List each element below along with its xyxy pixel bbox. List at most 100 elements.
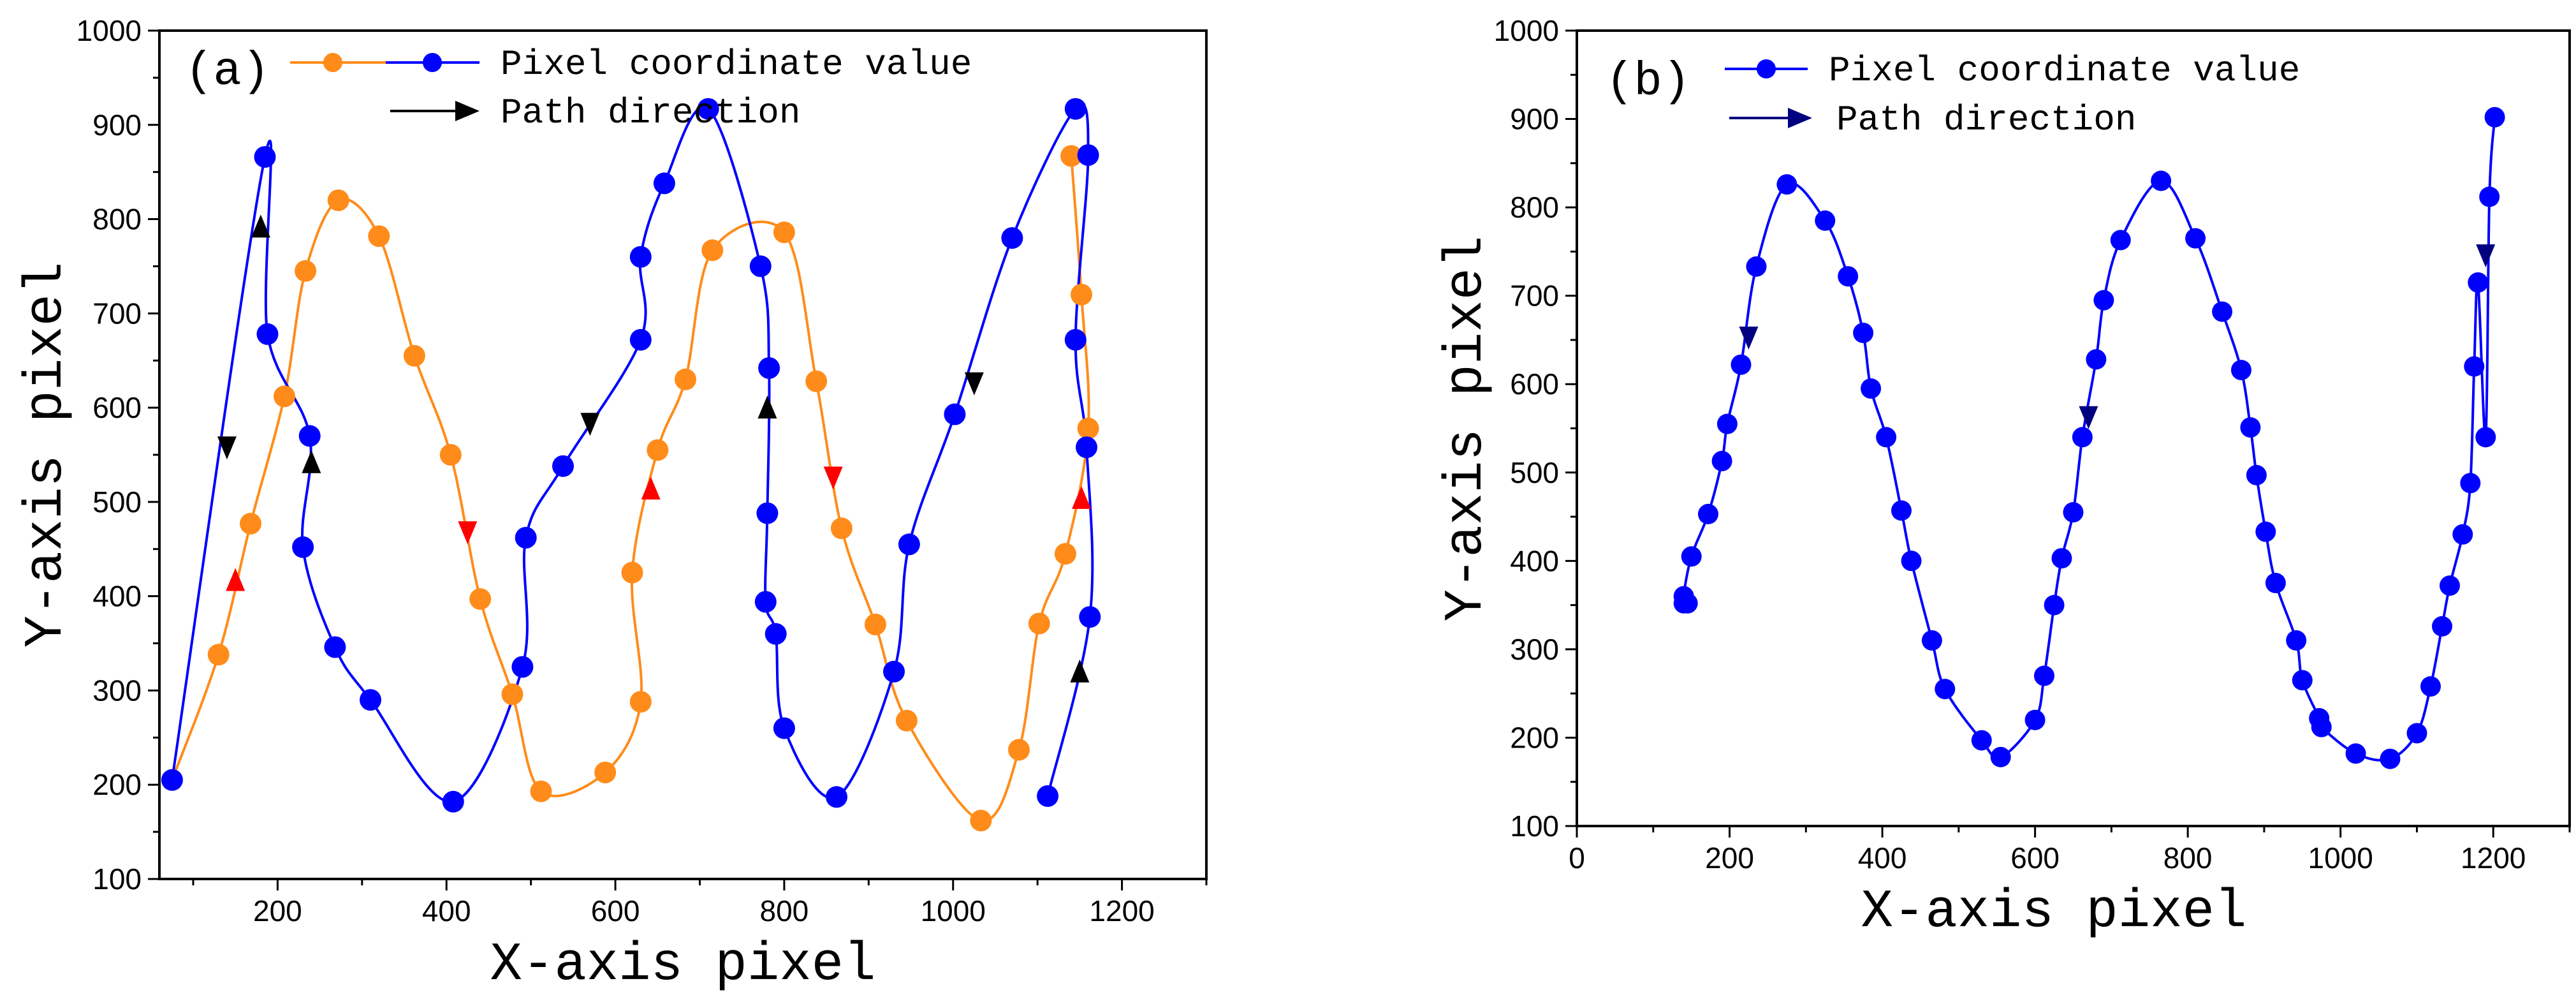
tick-group-b: 0 200 400 600 800 1000 1200 100 200 300 400 500 600 7…: [1494, 14, 2571, 875]
data-point-a-0-20: [830, 517, 853, 540]
chart-b: 0 200 400 600 800 1000 1200 100 200 300 400 500 600 7…: [1437, 14, 2571, 943]
data-point-a-1-6: [360, 689, 381, 711]
direction-arrow-a-6: [251, 214, 270, 238]
data-point-a-0-18: [773, 221, 795, 244]
data-point-b-0-47: [2440, 575, 2460, 596]
data-point-b-0-2: [1673, 586, 1694, 607]
direction-arrow-b-2: [2476, 244, 2496, 268]
data-point-a-1-2: [256, 323, 279, 345]
data-point-a-0-7: [403, 344, 425, 367]
data-point-b-0-7: [1731, 354, 1752, 375]
data-point-a-1-29: [1076, 436, 1097, 459]
y-axis-title-b: Y-axis pixel: [1437, 236, 1497, 622]
y-tick-label-a-4: 500: [92, 485, 142, 519]
x-tick-label-a-5: 1200: [1089, 894, 1154, 927]
x-tick-label-a-3: 800: [760, 894, 809, 927]
data-point-a-1-23: [898, 533, 920, 556]
data-point-a-0-2: [240, 512, 261, 535]
data-point-a-0-1: [207, 644, 230, 666]
y-tick-label-b-2: 300: [1510, 633, 1559, 666]
x-tick-label-a-4: 1000: [921, 894, 986, 927]
data-point-a-1-0: [161, 769, 183, 791]
direction-arrow-a-9: [757, 395, 777, 419]
data-point-a-0-26: [1054, 543, 1076, 565]
legend-a-arrow-head: [455, 101, 479, 121]
data-point-a-1-27: [1077, 144, 1099, 166]
data-point-a-0-27: [1077, 417, 1099, 439]
data-point-b-0-5: [1711, 450, 1732, 471]
y-tick-label-a-0: 100: [92, 862, 142, 896]
data-point-a-1-11: [629, 329, 652, 351]
data-point-b-0-46: [2432, 616, 2452, 637]
legend-b-label-series: Pixel coordinate value: [1829, 50, 2300, 91]
y-axis-title-a: Y-axis pixel: [17, 262, 77, 648]
data-point-b-0-30: [2151, 170, 2172, 191]
x-axis-title-a: X-axis pixel: [490, 935, 876, 996]
data-point-b-0-41: [2311, 716, 2332, 737]
y-tick-label-b-8: 900: [1510, 103, 1559, 136]
data-point-a-0-17: [701, 239, 724, 262]
data-point-a-1-14: [697, 98, 719, 120]
data-point-a-1-17: [756, 502, 779, 524]
x-tick-label-b-6: 1200: [2461, 841, 2526, 875]
data-point-a-1-15: [749, 255, 772, 277]
data-point-a-1-18: [754, 591, 777, 613]
data-point-b-0-50: [2464, 356, 2485, 377]
data-point-a-1-5: [324, 636, 346, 658]
direction-arrow-a-0: [226, 568, 245, 591]
data-point-b-0-23: [2044, 594, 2065, 616]
data-point-b-0-39: [2292, 670, 2313, 691]
data-point-b-0-21: [2024, 709, 2045, 730]
data-point-b-0-4: [1698, 503, 1718, 524]
direction-arrow-a-2: [641, 476, 661, 500]
data-point-a-0-14: [621, 561, 643, 584]
y-tick-label-b-0: 100: [1510, 809, 1559, 843]
x-tick-label-a-2: 600: [591, 894, 640, 927]
marker-group-b: [1673, 107, 2505, 769]
data-point-a-1-8: [511, 656, 534, 678]
data-point-a-0-22: [895, 709, 918, 732]
data-point-b-0-28: [2093, 290, 2114, 311]
direction-arrow-a-1: [458, 521, 478, 545]
data-point-b-0-17: [1921, 630, 1942, 651]
x-tick-label-b-0: 0: [1569, 841, 1585, 875]
y-tick-label-b-1: 200: [1510, 721, 1559, 754]
data-point-b-0-42: [2345, 743, 2366, 764]
data-point-a-0-19: [805, 370, 828, 392]
data-point-a-1-7: [442, 790, 464, 813]
tick-group-a: 200 400 600 800 1000 1200 100 200 300 400 500 600 70…: [77, 14, 1208, 927]
data-point-b-0-24: [2051, 548, 2072, 569]
data-point-b-0-19: [1971, 730, 1992, 751]
data-point-b-0-53: [2479, 186, 2500, 207]
data-point-a-0-12: [594, 762, 617, 783]
data-point-a-0-28: [1071, 283, 1092, 306]
data-point-a-0-11: [530, 780, 552, 802]
y-tick-label-a-5: 600: [92, 391, 142, 424]
data-point-b-0-6: [1716, 413, 1738, 434]
data-point-b-0-35: [2246, 464, 2267, 485]
marker-group-a: [161, 98, 1101, 832]
data-point-b-0-32: [2212, 301, 2233, 322]
y-tick-label-a-2: 300: [92, 674, 142, 707]
data-point-a-1-13: [653, 172, 675, 195]
panel-label-a: (a): [185, 45, 270, 99]
arrow-group-b: [1739, 244, 2496, 429]
direction-arrow-a-11: [1070, 659, 1090, 683]
data-point-a-1-21: [826, 786, 847, 808]
data-point-b-0-51: [2468, 272, 2489, 293]
direction-arrow-b-1: [2079, 406, 2098, 429]
data-point-a-1-16: [758, 357, 780, 379]
data-point-a-1-28: [1064, 329, 1087, 351]
y-tick-label-a-9: 1000: [77, 14, 142, 47]
data-point-b-0-14: [1876, 427, 1897, 448]
data-point-a-1-31: [1037, 785, 1059, 807]
x-tick-label-b-1: 200: [1705, 841, 1754, 875]
data-point-a-1-30: [1079, 606, 1101, 628]
data-point-b-0-22: [2034, 665, 2054, 686]
legend-a: Pixel coordinate value Path direction: [290, 44, 972, 133]
data-point-b-0-29: [2110, 230, 2131, 251]
y-tick-label-b-7: 800: [1510, 191, 1559, 224]
y-tick-label-b-3: 400: [1510, 544, 1559, 577]
data-point-b-0-12: [1853, 322, 1874, 343]
